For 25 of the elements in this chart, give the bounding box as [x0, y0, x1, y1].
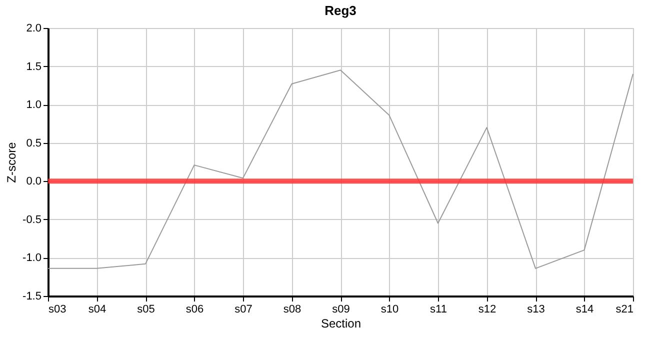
y-axis-title: Z-score: [4, 142, 19, 183]
x-tick-label: s13: [527, 304, 545, 316]
x-tick-label: s14: [576, 304, 594, 316]
y-tick-label: 2.0: [26, 22, 42, 34]
x-tick-label: s10: [380, 304, 399, 316]
x-tick-label: s03: [48, 304, 66, 316]
y-tick-label: 1.5: [26, 60, 42, 73]
chart-title: Reg3: [324, 3, 356, 18]
x-tick-label: s09: [332, 304, 350, 316]
x-axis-title: Section: [320, 316, 362, 330]
x-tick-label: s04: [88, 304, 106, 316]
x-tick-label: s06: [186, 304, 204, 316]
y-tick-label: -0.5: [22, 214, 42, 226]
x-tick-label: s21: [616, 304, 634, 316]
line-series: [48, 70, 634, 269]
y-tick-label: -1.5: [22, 290, 42, 302]
y-tick-label: 1.0: [26, 99, 42, 112]
x-tick-label: s07: [234, 304, 252, 316]
x-tick-label: s05: [137, 304, 155, 316]
y-tick-label: 0.5: [26, 137, 42, 150]
y-tick-label: 0.0: [26, 176, 42, 188]
x-tick-label: s08: [283, 304, 302, 316]
x-tick-label: s11: [430, 304, 447, 316]
y-tick-label: -1.0: [22, 252, 42, 264]
x-tick-label: s12: [478, 304, 496, 316]
